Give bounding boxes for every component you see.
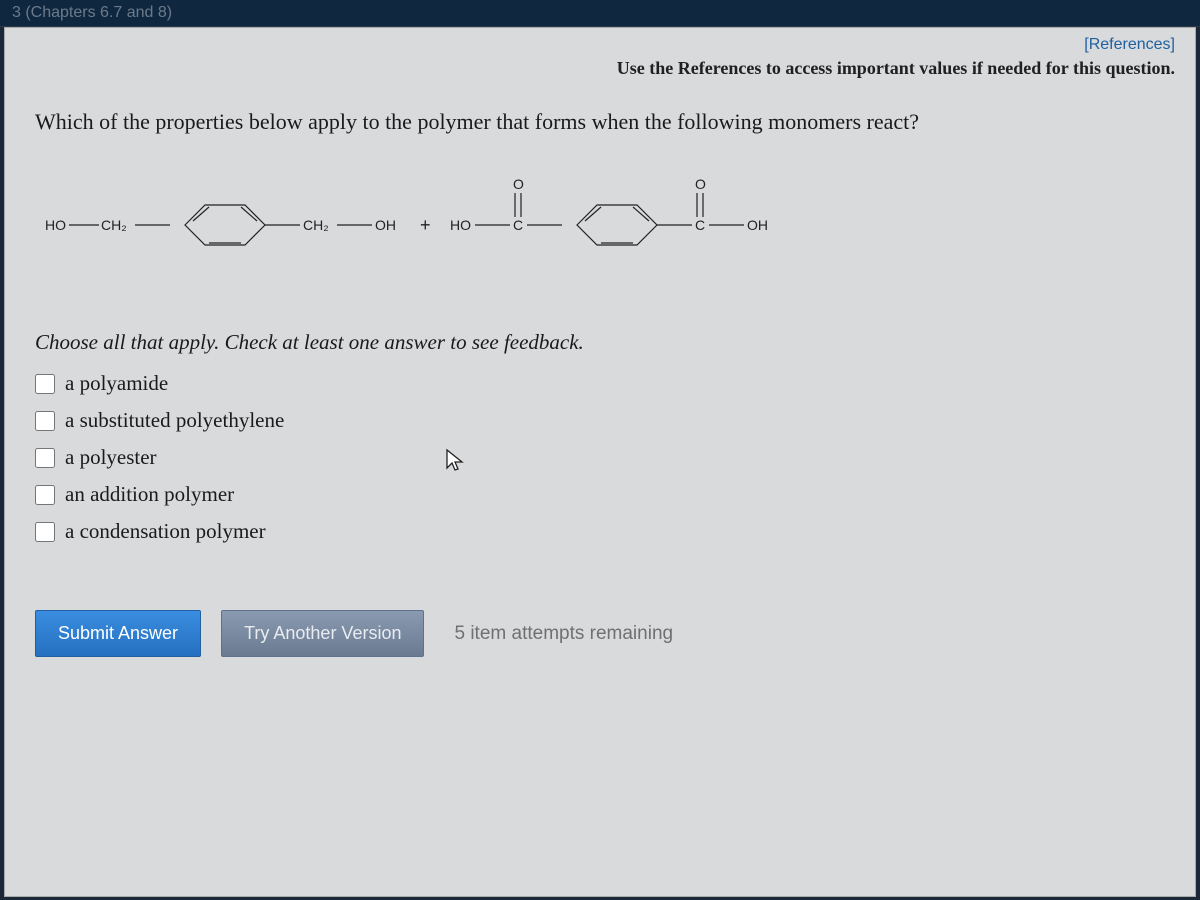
checkbox-polyester[interactable] xyxy=(35,448,55,468)
option-condensation-polymer[interactable]: a condensation polymer xyxy=(35,513,1165,550)
button-row: Submit Answer Try Another Version 5 item… xyxy=(5,580,1195,687)
submit-button[interactable]: Submit Answer xyxy=(35,610,201,657)
option-polyester[interactable]: a polyester xyxy=(35,439,1165,476)
help-text-content: Use the References to access important v… xyxy=(617,58,1175,78)
breadcrumb-text: 3 (Chapters 6.7 and 8) xyxy=(12,4,172,21)
option-substituted-polyethylene[interactable]: a substituted polyethylene xyxy=(35,402,1165,439)
option-label: a condensation polymer xyxy=(65,519,266,544)
chemistry-svg: HO CH₂ CH₂ OH + HO C O xyxy=(45,175,865,275)
top-breadcrumb: 3 (Chapters 6.7 and 8) xyxy=(0,0,1200,27)
label-ch2b: CH₂ xyxy=(303,217,329,233)
label-oh2: OH xyxy=(747,217,768,233)
choose-prompt: Choose all that apply. Check at least on… xyxy=(5,320,1195,365)
references-link[interactable]: [References] xyxy=(1084,36,1175,53)
label-ch2a: CH₂ xyxy=(101,217,127,233)
label-ho2: HO xyxy=(450,217,471,233)
option-addition-polymer[interactable]: an addition polymer xyxy=(35,476,1165,513)
label-oh1: OH xyxy=(375,217,396,233)
label-c2: C xyxy=(695,217,705,233)
checkbox-addition-polymer[interactable] xyxy=(35,485,55,505)
option-label: an addition polymer xyxy=(65,482,234,507)
content-area: [References] Use the References to acces… xyxy=(4,27,1196,897)
references-help-text: Use the References to access important v… xyxy=(5,54,1195,99)
option-label: a substituted polyethylene xyxy=(65,408,284,433)
option-label: a polyester xyxy=(65,445,157,470)
try-another-button[interactable]: Try Another Version xyxy=(221,610,424,657)
label-o1: O xyxy=(513,176,524,192)
options-list: a polyamide a substituted polyethylene a… xyxy=(5,365,1195,580)
label-c1: C xyxy=(513,217,523,233)
label-o2: O xyxy=(695,176,706,192)
question-text: Which of the properties below apply to t… xyxy=(5,99,1195,155)
label-ho1: HO xyxy=(45,217,66,233)
label-plus: + xyxy=(420,215,431,235)
checkbox-polyamide[interactable] xyxy=(35,374,55,394)
references-row: [References] xyxy=(5,28,1195,54)
attempts-remaining: 5 item attempts remaining xyxy=(454,623,673,645)
chemical-structure: HO CH₂ CH₂ OH + HO C O xyxy=(5,155,1195,320)
checkbox-condensation-polymer[interactable] xyxy=(35,522,55,542)
option-label: a polyamide xyxy=(65,371,168,396)
option-polyamide[interactable]: a polyamide xyxy=(35,365,1165,402)
checkbox-substituted-polyethylene[interactable] xyxy=(35,411,55,431)
